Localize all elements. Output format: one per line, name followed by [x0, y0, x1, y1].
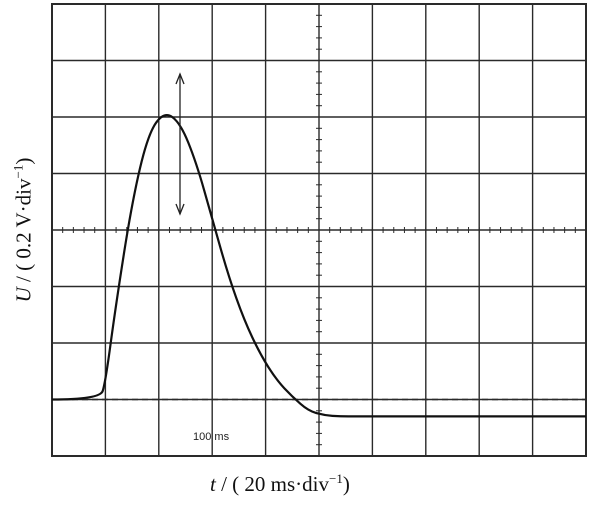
- time-annotation: 100 ms: [193, 431, 230, 443]
- x-axis-label: t / ( 20 ms·div−1): [210, 472, 350, 497]
- y-axis-exp: −1: [10, 164, 26, 179]
- arrow-marker: [175, 72, 185, 216]
- waveform-layer: [51, 114, 586, 418]
- arrow-head-up: [175, 72, 185, 85]
- y-axis-label: U / ( 0.2 V·div−1): [10, 157, 37, 303]
- waveform-trace: [51, 114, 586, 418]
- x-axis-var: t: [210, 472, 216, 496]
- x-axis-close: ): [342, 472, 350, 496]
- arrow-head-down: [175, 203, 185, 216]
- x-axis-unit: / ( 20 ms·div: [215, 472, 330, 496]
- x-axis-exp: −1: [329, 471, 343, 486]
- y-axis-var: U: [11, 287, 36, 303]
- center-axis-ticks: [51, 3, 587, 457]
- y-axis-unit: / ( 0.2 V·div: [11, 178, 36, 288]
- y-axis-close: ): [11, 157, 36, 165]
